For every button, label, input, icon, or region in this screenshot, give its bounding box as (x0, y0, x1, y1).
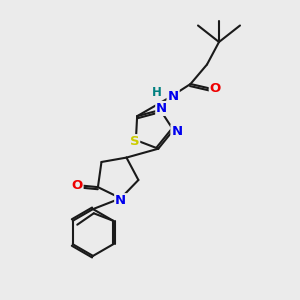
Text: O: O (71, 179, 82, 192)
Text: N: N (167, 89, 179, 103)
Text: N: N (171, 125, 182, 138)
Text: O: O (210, 82, 221, 95)
Text: N: N (156, 102, 167, 115)
Text: S: S (130, 135, 139, 148)
Text: N: N (115, 194, 126, 207)
Text: H: H (152, 85, 162, 99)
